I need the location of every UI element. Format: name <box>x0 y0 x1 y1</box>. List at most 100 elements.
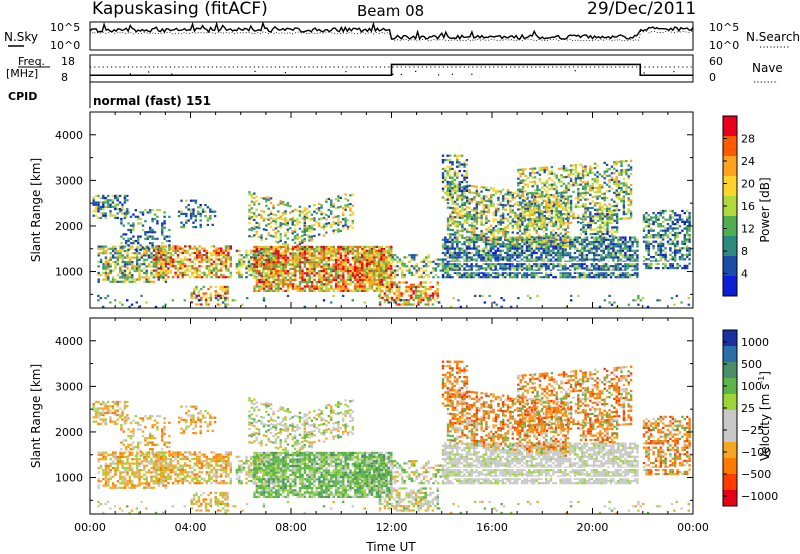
echo-cell <box>531 176 534 179</box>
echo-cell <box>492 229 495 232</box>
echo-cell <box>434 299 437 302</box>
echo-cell <box>535 271 538 274</box>
echo-cell <box>252 271 255 274</box>
echo-cell <box>451 181 454 184</box>
echo-cell <box>588 276 591 279</box>
echo-cell <box>337 223 340 227</box>
echo-cell <box>593 273 596 277</box>
echo-cell <box>480 212 483 215</box>
echo-cell <box>222 273 225 277</box>
echo-cell <box>396 273 399 277</box>
echo-cell <box>342 227 345 230</box>
echo-cell <box>453 258 457 261</box>
echo-cell <box>253 256 256 259</box>
echo-cell <box>468 217 471 220</box>
echo-cell <box>395 296 399 299</box>
echo-cell <box>277 289 280 292</box>
echo-cell <box>581 249 584 252</box>
echo-cell <box>633 258 637 261</box>
echo-cell <box>267 289 271 292</box>
echo-cell <box>453 265 457 268</box>
echo-cell <box>612 251 615 255</box>
echo-cell <box>332 274 335 277</box>
echo-cell <box>291 274 295 277</box>
echo-cell <box>281 203 285 206</box>
echo-cell <box>298 267 302 270</box>
echo-cell <box>143 252 146 255</box>
echo-cell <box>296 261 299 264</box>
echo-cell <box>366 267 369 270</box>
echo-cell <box>248 193 251 196</box>
echo-cell <box>564 265 567 268</box>
echo-cell <box>138 276 141 279</box>
echo-cell <box>298 236 302 239</box>
echo-cell <box>614 265 617 268</box>
echo-cell <box>523 249 526 252</box>
echo-cell <box>508 271 512 274</box>
echo-cell <box>593 243 596 246</box>
echo-cell <box>525 258 529 261</box>
echo-cell <box>361 248 364 251</box>
echo-cell <box>378 281 382 284</box>
echo-cell <box>274 231 278 234</box>
echo-cell <box>308 278 311 281</box>
echo-cell <box>439 269 442 272</box>
echo-cell <box>617 276 620 279</box>
echo-cell <box>111 254 115 257</box>
echo-cell <box>327 256 331 259</box>
echo-cell <box>133 267 136 270</box>
echo-cell <box>619 271 622 274</box>
echo-cell <box>253 227 256 230</box>
echo-cell <box>289 285 292 288</box>
echo-cell <box>145 271 148 275</box>
echo-cell <box>201 208 205 211</box>
echo-cell <box>306 245 309 248</box>
echo-cell <box>566 276 569 279</box>
echo-cell <box>454 224 457 228</box>
echo-cell <box>298 256 302 259</box>
echo-cell <box>240 258 243 261</box>
echo-cell <box>559 258 562 261</box>
echo-cell <box>600 236 603 239</box>
echo-cell <box>388 290 391 293</box>
echo-cell <box>463 269 466 272</box>
echo-cell <box>492 243 495 246</box>
echo-cell <box>617 269 620 272</box>
echo-cell <box>504 262 507 266</box>
echo-cell <box>470 238 473 241</box>
echo-cell <box>636 256 639 259</box>
echo-cell <box>235 267 239 270</box>
echo-cell <box>526 218 530 221</box>
echo-cell <box>102 214 105 217</box>
echo-cell <box>260 261 263 264</box>
echo-cell <box>151 235 154 238</box>
echo-cell <box>214 290 217 293</box>
echo-cell <box>210 258 213 261</box>
echo-cell <box>506 262 509 266</box>
echo-cell <box>342 218 345 221</box>
echo-cell <box>245 249 248 252</box>
echo-cell <box>540 239 543 242</box>
echo-cell <box>441 260 445 263</box>
echo-cell <box>566 239 570 243</box>
echo-cell <box>444 251 447 255</box>
nsky-tick-top: 10^5 <box>50 21 80 34</box>
echo-cell <box>163 215 166 218</box>
echo-cell <box>523 215 526 218</box>
echo-cell <box>143 247 146 250</box>
echo-cell <box>554 236 558 239</box>
echo-cell <box>377 267 381 270</box>
echo-cell <box>102 263 105 266</box>
echo-cell <box>417 285 420 288</box>
echo-cell <box>209 217 212 220</box>
echo-cell <box>180 212 183 215</box>
echo-cell <box>607 243 610 246</box>
echo-cell <box>520 273 524 277</box>
echo-cell <box>366 281 369 284</box>
echo-cell <box>621 256 625 259</box>
echo-cell <box>614 236 617 239</box>
echo-cell <box>612 245 615 248</box>
echo-cell <box>128 280 132 283</box>
echo-cell <box>320 204 323 207</box>
echo-cell <box>169 262 172 266</box>
